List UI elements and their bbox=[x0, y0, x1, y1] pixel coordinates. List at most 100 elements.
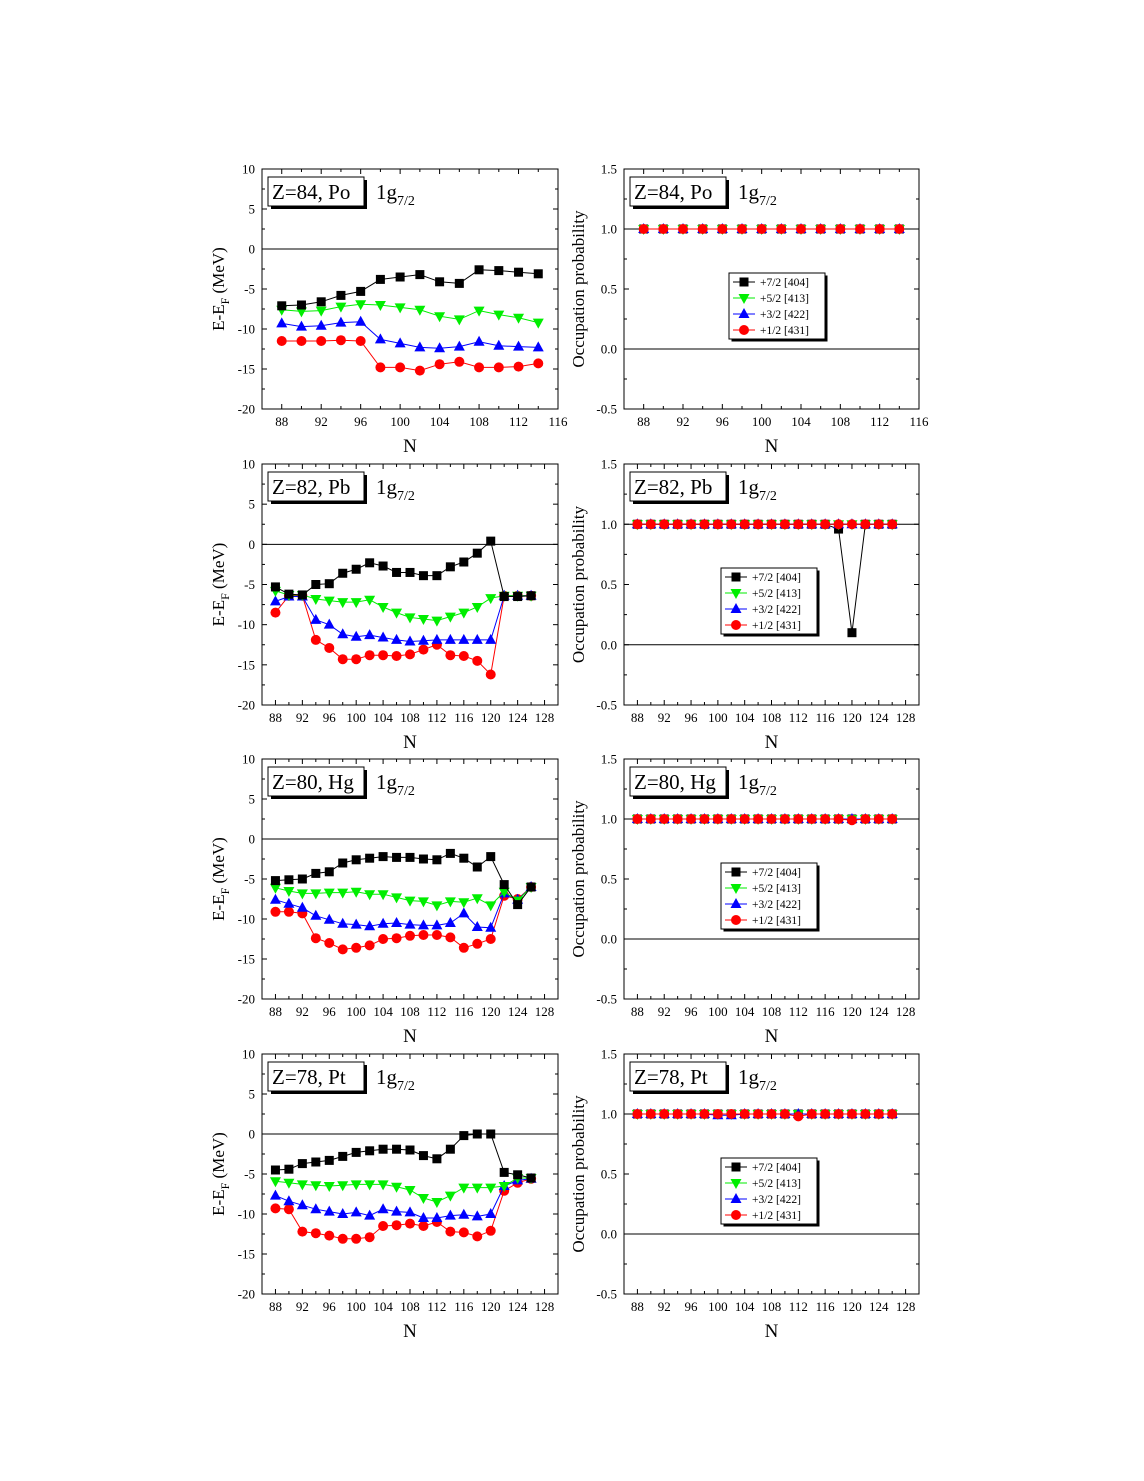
x-tick-label: 124 bbox=[869, 1299, 889, 1314]
data-point bbox=[846, 815, 857, 826]
label-box bbox=[629, 176, 727, 207]
data-point bbox=[445, 848, 455, 858]
series-3-2-422 bbox=[269, 881, 537, 932]
label-box bbox=[267, 1061, 365, 1092]
data-point bbox=[717, 224, 728, 234]
data-point bbox=[404, 1206, 416, 1217]
data-point bbox=[310, 909, 322, 920]
data-point bbox=[297, 874, 307, 884]
y-tick-label: -20 bbox=[238, 698, 255, 713]
data-point bbox=[414, 305, 426, 316]
data-point bbox=[377, 602, 389, 613]
data-point bbox=[454, 278, 464, 288]
x-tick-label: 112 bbox=[870, 414, 889, 429]
orbital-label: 1g7/2 bbox=[738, 1065, 777, 1094]
data-point bbox=[712, 519, 723, 530]
data-point bbox=[444, 1209, 456, 1220]
label-box bbox=[267, 176, 365, 207]
data-point bbox=[645, 1109, 656, 1119]
data-point bbox=[417, 615, 429, 626]
y-axis-label: Occupation probability bbox=[569, 800, 588, 958]
y-tick-label: -5 bbox=[244, 872, 255, 887]
y-axis-label: Occupation probability bbox=[569, 1095, 588, 1253]
x-tick-label: 116 bbox=[816, 710, 836, 725]
data-point bbox=[377, 1180, 389, 1191]
x-tick-label: 124 bbox=[869, 1004, 889, 1019]
data-point bbox=[418, 930, 429, 940]
x-tick-label: 112 bbox=[789, 710, 808, 725]
y-tick-label: 1.0 bbox=[601, 1107, 617, 1122]
legend-label: +1/2 [431] bbox=[760, 325, 809, 337]
x-tick-label: 88 bbox=[631, 1004, 644, 1019]
series-3-2-422 bbox=[269, 589, 537, 646]
data-point bbox=[405, 1145, 415, 1155]
data-point bbox=[699, 519, 710, 530]
x-tick-label: 100 bbox=[390, 414, 410, 429]
data-point bbox=[377, 917, 389, 928]
data-point bbox=[394, 303, 406, 314]
legend-marker bbox=[730, 603, 742, 613]
x-tick-label: 108 bbox=[831, 414, 851, 429]
x-tick-label: 128 bbox=[535, 710, 555, 725]
orbital-label: 1g7/2 bbox=[376, 1065, 415, 1094]
data-point bbox=[820, 1109, 831, 1119]
data-point bbox=[377, 631, 389, 642]
x-tick-label: 88 bbox=[269, 710, 282, 725]
nucleus-label: Z=84, Po bbox=[272, 180, 350, 204]
data-point bbox=[514, 267, 524, 277]
data-point bbox=[472, 1231, 483, 1242]
x-tick-label: 124 bbox=[508, 710, 528, 725]
series-7-2-404 bbox=[270, 848, 536, 910]
data-point bbox=[283, 906, 294, 917]
data-point bbox=[806, 1109, 817, 1119]
y-tick-label: 10 bbox=[242, 752, 255, 767]
data-point bbox=[815, 224, 826, 234]
data-point bbox=[432, 1154, 442, 1164]
series-line bbox=[275, 595, 532, 676]
y-axis-label: E-EF (MeV) bbox=[209, 543, 232, 627]
y-tick-label: 5 bbox=[249, 792, 256, 807]
data-point bbox=[391, 893, 403, 904]
series-1-2-431 bbox=[270, 1173, 537, 1244]
y-tick-label: 1.5 bbox=[601, 162, 617, 177]
x-tick-label: 124 bbox=[508, 1299, 528, 1314]
data-point bbox=[855, 224, 865, 234]
legend-marker bbox=[731, 620, 741, 630]
data-point bbox=[296, 1199, 308, 1210]
data-point bbox=[374, 301, 386, 311]
y-tick-label: -10 bbox=[238, 912, 255, 927]
data-point bbox=[311, 1157, 321, 1167]
data-point bbox=[444, 612, 456, 623]
y-tick-label: -15 bbox=[238, 1247, 255, 1262]
data-point bbox=[678, 224, 688, 234]
data-point bbox=[638, 224, 649, 234]
x-tick-label: 96 bbox=[323, 1004, 337, 1019]
series-3-2-422 bbox=[276, 315, 544, 353]
x-tick-label: 92 bbox=[658, 1004, 671, 1019]
y-tick-label: -5 bbox=[244, 1167, 255, 1182]
series-5-2-413 bbox=[631, 1110, 898, 1120]
data-point bbox=[833, 519, 844, 530]
data-point bbox=[873, 814, 884, 824]
y-tick-label: 0.0 bbox=[601, 342, 617, 357]
data-point bbox=[445, 562, 455, 572]
data-point bbox=[392, 1144, 402, 1154]
x-tick-label: 120 bbox=[481, 1299, 501, 1314]
series-1-2-431 bbox=[632, 814, 898, 826]
data-point bbox=[632, 814, 643, 824]
series-3-2-422 bbox=[631, 813, 898, 823]
data-point bbox=[355, 300, 367, 311]
data-point bbox=[364, 595, 376, 606]
data-point bbox=[526, 882, 536, 892]
x-axis-label: N bbox=[765, 732, 779, 753]
x-tick-label: 92 bbox=[315, 414, 328, 429]
y-axis-label: E-EF (MeV) bbox=[209, 1132, 232, 1216]
data-point bbox=[315, 319, 327, 330]
series-7-2-404 bbox=[270, 536, 536, 602]
series-1-2-431 bbox=[638, 224, 905, 234]
x-tick-label: 120 bbox=[481, 710, 501, 725]
legend-marker bbox=[730, 884, 742, 894]
data-point bbox=[471, 894, 483, 905]
data-point bbox=[472, 1129, 482, 1139]
data-point bbox=[458, 650, 469, 661]
